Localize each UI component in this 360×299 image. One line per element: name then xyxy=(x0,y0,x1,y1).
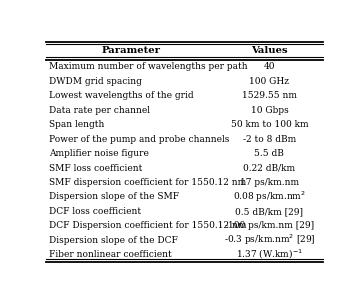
Text: 50 km to 100 km: 50 km to 100 km xyxy=(231,120,308,129)
Text: Data rate per channel: Data rate per channel xyxy=(49,106,150,115)
Text: DCF Dispersion coefficient for 1550.12 nm: DCF Dispersion coefficient for 1550.12 n… xyxy=(49,221,246,230)
Text: 17 ps/km.nm: 17 ps/km.nm xyxy=(240,178,299,187)
Text: Maximum number of wavelengths per path: Maximum number of wavelengths per path xyxy=(49,62,247,71)
Text: Dispersion slope of the SMF: Dispersion slope of the SMF xyxy=(49,193,179,202)
Text: Values: Values xyxy=(251,46,288,55)
Text: 0.5 dB/km [29]: 0.5 dB/km [29] xyxy=(235,207,303,216)
Text: DCF loss coefficient: DCF loss coefficient xyxy=(49,207,141,216)
Text: -0.3 ps/km.nm$^2$ [29]: -0.3 ps/km.nm$^2$ [29] xyxy=(224,233,315,248)
Text: Parameter: Parameter xyxy=(102,46,161,55)
Text: 5.5 dB: 5.5 dB xyxy=(255,149,284,158)
Text: DWDM grid spacing: DWDM grid spacing xyxy=(49,77,141,86)
Text: -2 to 8 dBm: -2 to 8 dBm xyxy=(243,135,296,144)
Text: 40: 40 xyxy=(264,62,275,71)
Text: 1529.55 nm: 1529.55 nm xyxy=(242,91,297,100)
Text: SMF loss coefficient: SMF loss coefficient xyxy=(49,164,142,173)
Text: Amplifier noise figure: Amplifier noise figure xyxy=(49,149,149,158)
Text: Power of the pump and probe channels: Power of the pump and probe channels xyxy=(49,135,229,144)
Text: 100 GHz: 100 GHz xyxy=(249,77,289,86)
Text: Lowest wavelengths of the grid: Lowest wavelengths of the grid xyxy=(49,91,193,100)
Text: Fiber nonlinear coefficient: Fiber nonlinear coefficient xyxy=(49,250,171,259)
Text: -100 ps/km.nm [29]: -100 ps/km.nm [29] xyxy=(225,221,314,230)
Text: 10 Gbps: 10 Gbps xyxy=(251,106,288,115)
Text: Dispersion slope of the DCF: Dispersion slope of the DCF xyxy=(49,236,177,245)
Text: 0.22 dB/km: 0.22 dB/km xyxy=(243,164,296,173)
Text: SMF dispersion coefficient for 1550.12 nm: SMF dispersion coefficient for 1550.12 n… xyxy=(49,178,246,187)
Text: 0.08 ps/km.nm$^2$: 0.08 ps/km.nm$^2$ xyxy=(233,190,306,204)
Text: Span length: Span length xyxy=(49,120,104,129)
Text: 1.37 (W.km)$^{-1}$: 1.37 (W.km)$^{-1}$ xyxy=(236,248,303,261)
